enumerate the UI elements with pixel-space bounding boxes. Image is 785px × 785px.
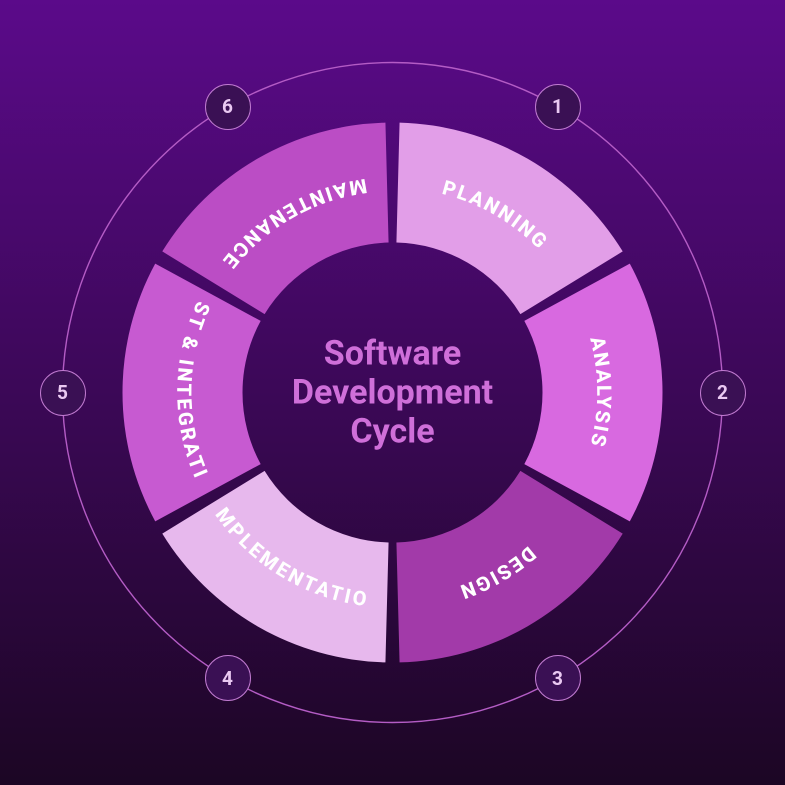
number-badge-4: 4: [205, 655, 251, 701]
number-badge-2: 2: [700, 370, 746, 416]
center-title-line-1: Software: [292, 334, 493, 373]
number-badge-1: 1: [535, 84, 581, 130]
center-title-line-3: Cycle: [292, 412, 493, 451]
center-title-line-2: Development: [292, 373, 493, 412]
number-badge-5: 5: [40, 370, 86, 416]
diagram-canvas: PLANNINGANALYSISDESIGNIMPLEMENTATIONTEST…: [0, 0, 785, 785]
number-badge-6: 6: [205, 84, 251, 130]
number-badge-3: 3: [535, 655, 581, 701]
center-title: SoftwareDevelopmentCycle: [292, 334, 493, 451]
